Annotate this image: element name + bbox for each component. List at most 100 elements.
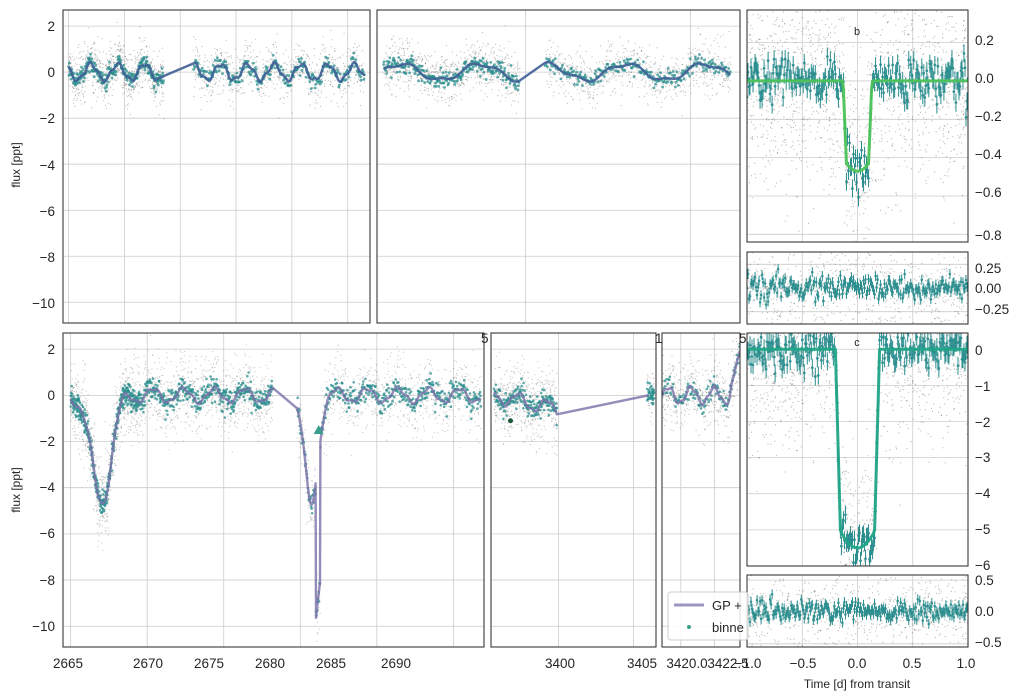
- data-point: [445, 68, 447, 70]
- data-point: [556, 80, 558, 82]
- data-point: [708, 60, 712, 63]
- data-point: [459, 51, 462, 53]
- data-point: [458, 62, 460, 64]
- data-point: [729, 61, 731, 64]
- data-point: [127, 412, 129, 414]
- data-point: [709, 79, 711, 81]
- data-point: [267, 60, 269, 63]
- data-point: [463, 84, 465, 86]
- data-point: [633, 49, 635, 52]
- data-point: [197, 59, 199, 62]
- data-point: [212, 86, 214, 88]
- data-point: [100, 62, 102, 64]
- data-point: [464, 79, 466, 81]
- data-point: [671, 70, 675, 73]
- data-point: [720, 63, 724, 67]
- data-point: [260, 74, 262, 76]
- data-point: [95, 460, 97, 463]
- data-point: [585, 50, 587, 53]
- data-point: [549, 53, 551, 55]
- data-point: [71, 378, 73, 380]
- data-point: [295, 61, 297, 63]
- data-point: [247, 55, 249, 57]
- data-point: [136, 83, 138, 85]
- data-point: [108, 494, 110, 496]
- data-point: [649, 70, 653, 74]
- data-point: [79, 432, 81, 434]
- data-point: [361, 68, 364, 72]
- data-point: [71, 389, 73, 391]
- data-point: [195, 46, 197, 48]
- data-point: [220, 55, 223, 57]
- data-point: [501, 95, 503, 97]
- data-point: [123, 45, 125, 47]
- data-point: [110, 57, 112, 59]
- data-point: [514, 74, 518, 78]
- data-point: [452, 62, 454, 64]
- data-point: [201, 79, 203, 81]
- data-point: [92, 427, 94, 429]
- data-point: [92, 43, 94, 45]
- data-point: [88, 68, 90, 70]
- data-point: [498, 76, 500, 78]
- data-point: [517, 101, 519, 103]
- data-point: [685, 64, 687, 66]
- data-point: [134, 84, 136, 86]
- data-point: [112, 404, 114, 406]
- data-point: [649, 66, 651, 68]
- data-point: [575, 81, 578, 83]
- data-point: [332, 64, 336, 67]
- data-point: [709, 98, 711, 100]
- data-point: [480, 59, 483, 63]
- data-point: [581, 58, 584, 60]
- data-point: [710, 58, 714, 62]
- data-point: [314, 107, 316, 109]
- data-point: [98, 466, 100, 468]
- data-point: [397, 56, 401, 59]
- data-point: [133, 358, 135, 360]
- data-point: [459, 78, 463, 82]
- data-point: [387, 84, 389, 86]
- data-point: [499, 66, 503, 70]
- data-point: [96, 96, 99, 98]
- data-point: [606, 49, 608, 51]
- data-point: [215, 70, 219, 74]
- data-point: [442, 81, 446, 85]
- data-point: [247, 70, 251, 74]
- data-point: [108, 95, 110, 97]
- data-point: [77, 87, 79, 89]
- data-point: [454, 69, 456, 71]
- data-point: [99, 60, 102, 62]
- data-point: [563, 84, 565, 86]
- data-point: [489, 61, 493, 64]
- data-point: [115, 392, 117, 394]
- data-point: [587, 97, 589, 99]
- data-point: [110, 64, 112, 67]
- data-point: [699, 77, 701, 79]
- data-point: [109, 455, 111, 457]
- data-point: [159, 71, 161, 73]
- data-point: [554, 55, 557, 57]
- data-point: [565, 64, 568, 66]
- data-point: [205, 83, 207, 85]
- data-point: [698, 67, 700, 69]
- data-point: [710, 44, 712, 46]
- data-point: [123, 418, 125, 420]
- data-point: [643, 95, 646, 97]
- data-point: [696, 49, 698, 52]
- data-point: [150, 88, 152, 90]
- data-point: [488, 55, 490, 57]
- data-point: [239, 60, 241, 62]
- data-point: [549, 56, 551, 58]
- data-point: [92, 445, 94, 447]
- data-point: [130, 89, 132, 92]
- data-point: [300, 59, 302, 61]
- data-point: [83, 439, 85, 441]
- data-point: [85, 56, 87, 58]
- data-point: [617, 59, 619, 62]
- data-point: [498, 75, 501, 77]
- data-point: [143, 68, 147, 72]
- data-point: [312, 62, 314, 64]
- data-point: [158, 71, 160, 73]
- data-point: [142, 48, 144, 50]
